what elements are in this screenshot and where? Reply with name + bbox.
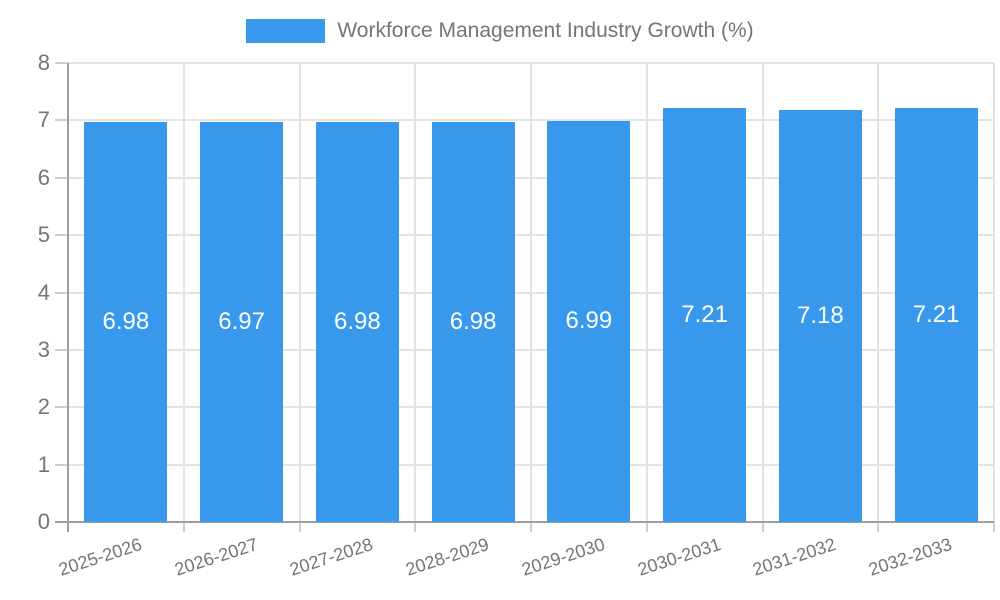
bar-value-label: 6.98 <box>102 307 150 335</box>
bar-value-label: 6.97 <box>218 308 265 336</box>
v-gridline <box>645 63 648 522</box>
v-gridline <box>298 63 301 522</box>
x-tick-label: 2031-2032 <box>750 534 839 580</box>
x-tick <box>298 522 301 532</box>
bar-value-label: 6.98 <box>449 307 497 335</box>
y-tick-label: 5 <box>37 222 50 248</box>
x-axis-line <box>55 521 994 523</box>
x-tick-label: 2028-2029 <box>403 534 492 580</box>
bar[interactable]: 7.21 <box>663 108 747 522</box>
y-tick <box>55 62 68 64</box>
x-tick-label: 2032-2033 <box>866 534 955 580</box>
legend-label: Workforce Management Industry Growth (%) <box>337 19 754 42</box>
y-tick <box>55 406 68 409</box>
bar-value-label: 7.18 <box>797 302 844 330</box>
v-gridline <box>182 63 185 522</box>
y-tick-label: 6 <box>37 164 50 190</box>
x-tick-label: 2027-2028 <box>287 534 376 580</box>
x-tick <box>414 522 417 532</box>
y-tick <box>55 291 68 294</box>
chart-legend[interactable]: Workforce Management Industry Growth (%) <box>0 19 1000 43</box>
y-tick <box>55 234 68 237</box>
bar[interactable]: 6.99 <box>547 120 631 522</box>
bar[interactable]: 6.97 <box>200 122 284 522</box>
v-gridline <box>877 63 880 522</box>
x-tick-label: 2025-2026 <box>55 534 145 580</box>
x-tick-label: 2030-2031 <box>634 534 723 580</box>
x-tick <box>182 522 185 532</box>
x-tick <box>530 522 532 532</box>
x-tick <box>993 522 995 532</box>
bar-value-label: 7.21 <box>681 301 728 329</box>
y-tick <box>55 348 68 351</box>
y-tick-label: 0 <box>37 509 50 534</box>
bar-value-label: 6.99 <box>565 307 613 335</box>
y-tick-label: 2 <box>37 394 50 420</box>
x-tick-label: 2029-2030 <box>518 534 608 580</box>
x-tick <box>761 522 764 532</box>
y-tick-label: 7 <box>37 107 50 133</box>
bar[interactable]: 6.98 <box>84 121 168 522</box>
x-tick <box>877 522 880 532</box>
bar[interactable]: 7.18 <box>778 110 862 522</box>
y-tick <box>55 463 68 466</box>
y-tick-label: 4 <box>37 279 50 305</box>
y-tick <box>55 119 68 122</box>
x-tick <box>645 522 648 532</box>
bar-value-label: 6.98 <box>334 307 381 335</box>
y-tick <box>55 176 68 179</box>
bar-value-label: 7.21 <box>912 301 960 329</box>
x-tick-label: 2026-2027 <box>171 534 260 580</box>
y-tick-label: 8 <box>37 50 50 75</box>
v-gridline <box>993 63 995 522</box>
y-axis-line <box>67 63 69 532</box>
y-tick-label: 1 <box>37 451 50 477</box>
bar[interactable]: 6.98 <box>315 121 399 522</box>
bar[interactable]: 7.21 <box>894 108 978 522</box>
v-gridline <box>414 63 417 522</box>
y-tick-label: 3 <box>37 336 50 362</box>
v-gridline <box>761 63 764 522</box>
v-gridline <box>530 63 532 522</box>
bar[interactable]: 6.98 <box>431 121 515 522</box>
legend-swatch-icon <box>246 19 326 43</box>
